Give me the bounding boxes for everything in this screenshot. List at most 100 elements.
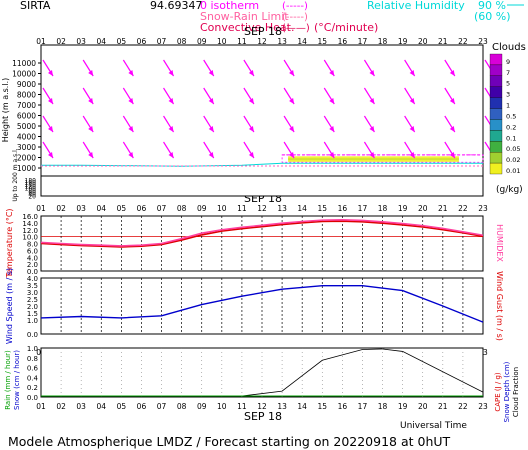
- wind-arrow-head: [48, 126, 53, 132]
- legend-isotherm: 0 isotherm: [200, 0, 259, 12]
- hour-label-temp-23: 23: [478, 204, 488, 213]
- wind-arrow-head: [208, 98, 214, 104]
- hour-label-bottom-06: 06: [137, 402, 147, 411]
- hour-label-temp-04: 04: [96, 204, 106, 213]
- hour-label-bottom-18: 18: [378, 402, 388, 411]
- wind-arrow-head: [88, 98, 94, 104]
- wind-arrow-9-0: [203, 59, 215, 77]
- wind-arrow-21-0: [444, 59, 456, 77]
- hour-label-bottom-05: 05: [117, 402, 127, 411]
- colorbar-level-0.5: 0.5: [506, 112, 516, 120]
- legend-snow-rain-line: (-----): [282, 12, 308, 23]
- wind-arrow-11-3: [243, 141, 255, 159]
- hour-label-top-16: 16: [338, 37, 348, 46]
- hour-label-temp-15: 15: [317, 204, 327, 213]
- wind-arrow-head: [168, 152, 174, 158]
- hour-label-temp-20: 20: [418, 204, 428, 213]
- hour-label-bottom-12: 12: [257, 402, 267, 411]
- hour-label-bottom-07: 07: [157, 402, 167, 411]
- wind-arrow-head: [369, 152, 375, 158]
- hour-label-top-01: 01: [36, 37, 46, 46]
- wind-arrow-1-3: [42, 141, 54, 159]
- snow-axis-label: Snow (cm / hour): [13, 350, 21, 410]
- temp-tick-label-16: 16.0: [22, 213, 38, 221]
- height-tick-label-2000: 2000: [17, 154, 36, 163]
- colorbar-swatch-6: [489, 119, 503, 131]
- height-tick-label-10000: 10000: [12, 70, 36, 79]
- colorbar-level-0.01: 0.01: [506, 167, 520, 175]
- wind-arrow-19-2: [404, 115, 416, 133]
- hour-label-bottom-17: 17: [358, 402, 368, 411]
- colorbar-level-1: 1: [506, 102, 510, 110]
- wind-arrow-21-1: [444, 87, 456, 105]
- hour-label-temp-11: 11: [237, 204, 247, 213]
- wind-tick-label-1: 1.0: [27, 317, 38, 325]
- hour-label-bottom-19: 19: [398, 402, 408, 411]
- low-height-tick-label-120: 120: [25, 184, 37, 191]
- legend-convective: Convective Heat.: [200, 21, 294, 34]
- gust-axis-label: Wind Gust (m / s): [495, 271, 504, 341]
- hour-label-temp-17: 17: [358, 204, 368, 213]
- legend-snow-rain: Snow-Rain Limit: [200, 10, 289, 23]
- wind-arrow-head: [168, 98, 174, 104]
- wind-arrow-head: [329, 126, 335, 132]
- wind-arrow-13-3: [283, 141, 295, 159]
- hour-label-top-12: 12: [257, 37, 267, 46]
- hour-label-top-02: 02: [56, 37, 66, 46]
- colorbar-level-3: 3: [506, 91, 510, 99]
- colorbar-unit: (g/kg): [496, 185, 523, 195]
- wind-arrow-head: [329, 98, 335, 104]
- temp-tick-label-8: 8.0: [27, 241, 38, 249]
- hour-label-bottom-16: 16: [338, 402, 348, 411]
- wind-arrow-head: [248, 152, 254, 158]
- height-panel-frame: [40, 44, 484, 197]
- temp-tick-label-4: 4.0: [27, 254, 38, 262]
- height-tick-label-9000: 9000: [17, 80, 36, 89]
- colorbar-level-0.2: 0.2: [506, 123, 516, 131]
- snow-depth-axis-label: Snow Depth (cm): [503, 361, 511, 422]
- low-height-tick-label-80: 80: [28, 188, 36, 195]
- wind-arrow-head: [128, 98, 134, 104]
- wind-arrow-head: [168, 126, 174, 132]
- hour-label-temp-14: 14: [297, 204, 307, 213]
- wind-arrow-15-0: [323, 59, 335, 77]
- hour-label-bottom-23: 23: [478, 402, 488, 411]
- precip-tick-label-0.2: 0.2: [27, 384, 38, 392]
- hour-label-top-10: 10: [217, 37, 227, 46]
- wind-arrow-15-3: [323, 141, 335, 159]
- colorbar-swatch-1: [489, 64, 503, 76]
- wind-arrow-head: [88, 126, 94, 132]
- legend-convective-line: (——): [282, 23, 310, 34]
- precip-tick-label-0: 0.0: [27, 394, 38, 402]
- wind-arrow-head: [248, 70, 254, 76]
- wind-tick-label-0: 0.0: [27, 331, 38, 339]
- wind-arrow-head: [208, 152, 214, 158]
- wind-arrow-17-3: [363, 141, 375, 159]
- temp-tick-label-2: 2.0: [27, 261, 38, 269]
- temp-tick-label-6: 6.0: [27, 247, 38, 255]
- hour-label-top-17: 17: [358, 37, 368, 46]
- low-height-tick-label-180: 180: [25, 178, 37, 185]
- hour-label-bottom-14: 14: [297, 402, 307, 411]
- temp-tick-label-12: 12.0: [22, 227, 38, 235]
- wind-arrow-head: [409, 98, 415, 104]
- hour-label-temp-19: 19: [398, 204, 408, 213]
- colorbar-title: Clouds: [492, 42, 526, 53]
- hour-label-top-11: 11: [237, 37, 247, 46]
- wind-arrow-head: [128, 70, 134, 76]
- colorbar-swatch-8: [489, 141, 503, 153]
- low-height-tick-label-20: 20: [28, 194, 36, 201]
- wind-arrow-19-3: [404, 141, 416, 159]
- wind-arrow-7-3: [163, 141, 175, 159]
- temp-tick-label-14: 14.0: [22, 220, 38, 228]
- wind-arrow-3-0: [82, 59, 94, 77]
- colorbar-swatch-10: [489, 162, 503, 175]
- cape-axis-label: CAPE (J / g): [494, 372, 502, 412]
- wind-arrow-head: [48, 152, 53, 158]
- height-tick-label-1000: 1000: [17, 164, 36, 173]
- wind-arrow-head: [449, 70, 455, 76]
- wind-arrow-head: [128, 126, 134, 132]
- model-caption: Modele Atmospherique LMDZ / Forecast sta…: [8, 434, 451, 449]
- hour-label-bottom-15: 15: [317, 402, 327, 411]
